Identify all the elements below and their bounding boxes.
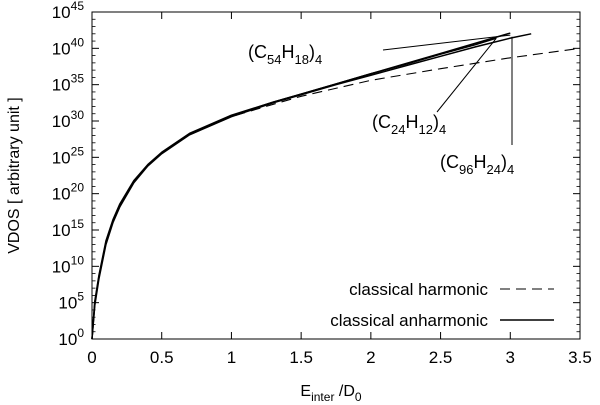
x-tick-label: 2 xyxy=(366,348,375,367)
y-tick-label: 1045 xyxy=(52,0,85,22)
x-tick-label: 0 xyxy=(87,348,96,367)
x-tick-label: 1 xyxy=(227,348,236,367)
y-tick-label: 1025 xyxy=(52,144,85,167)
series-line-2 xyxy=(91,32,511,340)
series-line-3 xyxy=(91,33,532,340)
y-tick-label: 1035 xyxy=(52,72,85,95)
x-tick-label: 3 xyxy=(506,348,515,367)
annotation-layer: (C54H18)4 (C24H12)4 (C96H24)4 xyxy=(248,34,514,177)
y-tick-label: 100 xyxy=(58,326,84,349)
x-tick-label: 0.5 xyxy=(150,348,174,367)
y-tick-label: 105 xyxy=(58,290,84,313)
annotation-leader-c24h12 xyxy=(436,37,497,113)
y-tick-label: 1010 xyxy=(52,253,85,276)
axes-layer: 0 0.5 1 1.5 2 2.5 3 3.5 100 105 1010 1015 1020 1025 10… xyxy=(6,0,592,404)
y-tick-label: 1030 xyxy=(52,108,85,131)
annotation-c96h24: (C96H24)4 xyxy=(440,152,514,177)
x-axis-title: Einter /D0 xyxy=(300,383,361,404)
y-axis-title: VDOS [ arbitrary unit ] xyxy=(6,97,23,254)
x-tick-label: 2.5 xyxy=(429,348,453,367)
legend-layer: classical harmonic classical anharmonic xyxy=(330,280,554,330)
annotation-c54h18: (C54H18)4 xyxy=(248,42,322,67)
y-tick-label: 1020 xyxy=(52,181,85,204)
annotation-c24h12: (C24H12)4 xyxy=(372,112,446,137)
plot-frame xyxy=(91,11,581,340)
series-line-0 xyxy=(91,47,581,340)
legend-label-harmonic: classical harmonic xyxy=(349,280,488,299)
annotation-leader-c54h18 xyxy=(382,34,511,51)
series-layer xyxy=(91,32,581,340)
y-tick-label: 1015 xyxy=(52,217,85,240)
x-tick-label: 3.5 xyxy=(568,348,592,367)
y-tick-label: 1040 xyxy=(52,35,85,58)
x-tick-label: 1.5 xyxy=(289,348,313,367)
legend-label-anharmonic: classical anharmonic xyxy=(330,311,488,330)
